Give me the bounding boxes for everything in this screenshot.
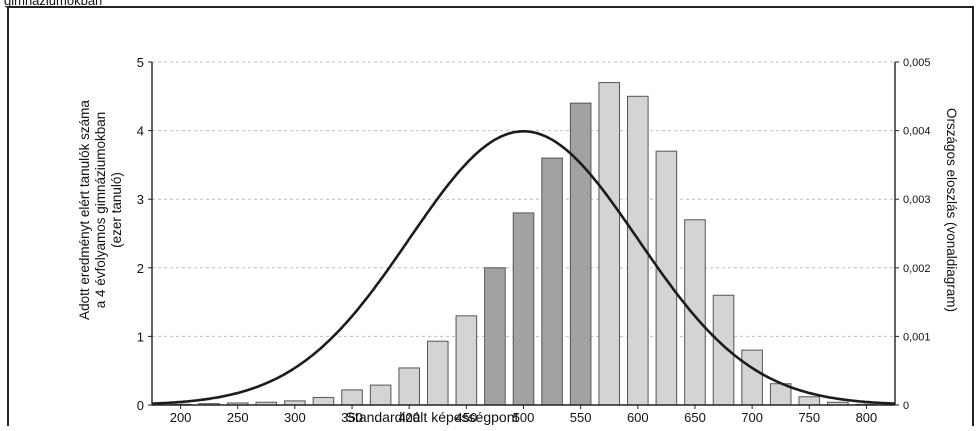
y-tick-label-0: 0 xyxy=(137,398,144,413)
bar-575 xyxy=(598,82,621,406)
y-axis-label-line-1: Adott eredményt elért tanulók száma xyxy=(77,100,92,320)
x-tick-label-300: 300 xyxy=(284,410,306,425)
x-tick-label-450: 450 xyxy=(455,410,477,425)
bar-325 xyxy=(312,396,335,406)
x-tick-label-350: 350 xyxy=(341,410,363,425)
axes xyxy=(148,61,899,409)
national-distribution-line xyxy=(151,130,896,405)
bar-350 xyxy=(341,389,363,406)
y-tick-label-1: 1 xyxy=(137,329,144,344)
x-tick-label-600: 600 xyxy=(627,410,649,425)
x-tick-label-800: 800 xyxy=(856,410,878,425)
x-tick-labels: 200 250 300 350 400 450 500 550 600 650 700 750 800 xyxy=(170,410,878,425)
bar-525 xyxy=(541,157,563,406)
y2-tick-label-4: 0,004 xyxy=(903,126,931,138)
y-axis-label-line-3: (ezer tanuló) xyxy=(109,172,124,248)
y-axis-label-line-2: a 4 évfolyamos gimnáziumokban xyxy=(93,112,108,309)
bar-400 xyxy=(398,367,420,406)
y2-tick-label-1: 0,001 xyxy=(903,331,931,343)
x-tick-label-750: 750 xyxy=(798,410,820,425)
y2-tick-label-3: 0,003 xyxy=(903,194,931,206)
y-tick-label-4: 4 xyxy=(137,124,144,139)
x-tick-label-550: 550 xyxy=(570,410,592,425)
y-tick-label-5: 5 xyxy=(137,55,144,70)
bar-675 xyxy=(712,294,735,406)
bar-550 xyxy=(569,102,592,406)
bar-425 xyxy=(426,340,449,406)
bar-450 xyxy=(455,315,478,406)
x-axis-label: Standardizált képességpont xyxy=(346,409,519,425)
y-tick-labels: 0 1 2 3 4 5 xyxy=(137,55,144,413)
x-tick-label-250: 250 xyxy=(227,410,249,425)
y2-axis-label: Országos eloszlás (vonaldiagram) xyxy=(944,108,959,312)
y-tick-label-2: 2 xyxy=(137,261,144,276)
bar-500 xyxy=(512,212,535,406)
bar-700 xyxy=(741,349,763,406)
bar-475 xyxy=(484,267,506,406)
gridlines xyxy=(152,61,895,337)
x-tick-label-400: 400 xyxy=(398,410,420,425)
y2-tick-labels: 0 0,001 0,002 0,003 0,004 0,005 xyxy=(903,57,931,412)
bar-375 xyxy=(369,384,392,406)
chart-frame: 200 250 300 350 400 450 500 550 600 650 700 750 800 … xyxy=(7,6,974,426)
x-tick-label-650: 650 xyxy=(684,410,706,425)
x-tick-label-700: 700 xyxy=(741,410,763,425)
y2-tick-label-2: 0,002 xyxy=(903,263,931,275)
x-tick-label-500: 500 xyxy=(513,410,535,425)
bar-650 xyxy=(684,219,706,406)
y2-tick-label-0: 0 xyxy=(903,400,909,412)
top-caption: gimnáziumokban xyxy=(4,0,103,8)
bar-750 xyxy=(798,396,821,406)
chart-svg: 200 250 300 350 400 450 500 550 600 650 700 750 800 … xyxy=(77,55,959,425)
y2-tick-label-5: 0,005 xyxy=(903,57,931,69)
y-tick-label-3: 3 xyxy=(137,192,144,207)
x-tick-label-200: 200 xyxy=(170,410,192,425)
